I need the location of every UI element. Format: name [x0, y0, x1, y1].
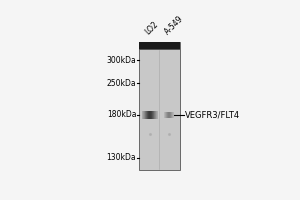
Bar: [139, 42, 181, 170]
Text: 250kDa: 250kDa: [107, 79, 136, 88]
Bar: [139, 42, 181, 49]
Text: 300kDa: 300kDa: [106, 56, 136, 65]
Text: 180kDa: 180kDa: [107, 110, 136, 119]
Text: VEGFR3/FLT4: VEGFR3/FLT4: [185, 110, 240, 119]
Text: A-549: A-549: [163, 14, 185, 36]
Bar: [139, 49, 181, 50]
Text: LO2: LO2: [143, 20, 160, 36]
Text: 130kDa: 130kDa: [107, 153, 136, 162]
